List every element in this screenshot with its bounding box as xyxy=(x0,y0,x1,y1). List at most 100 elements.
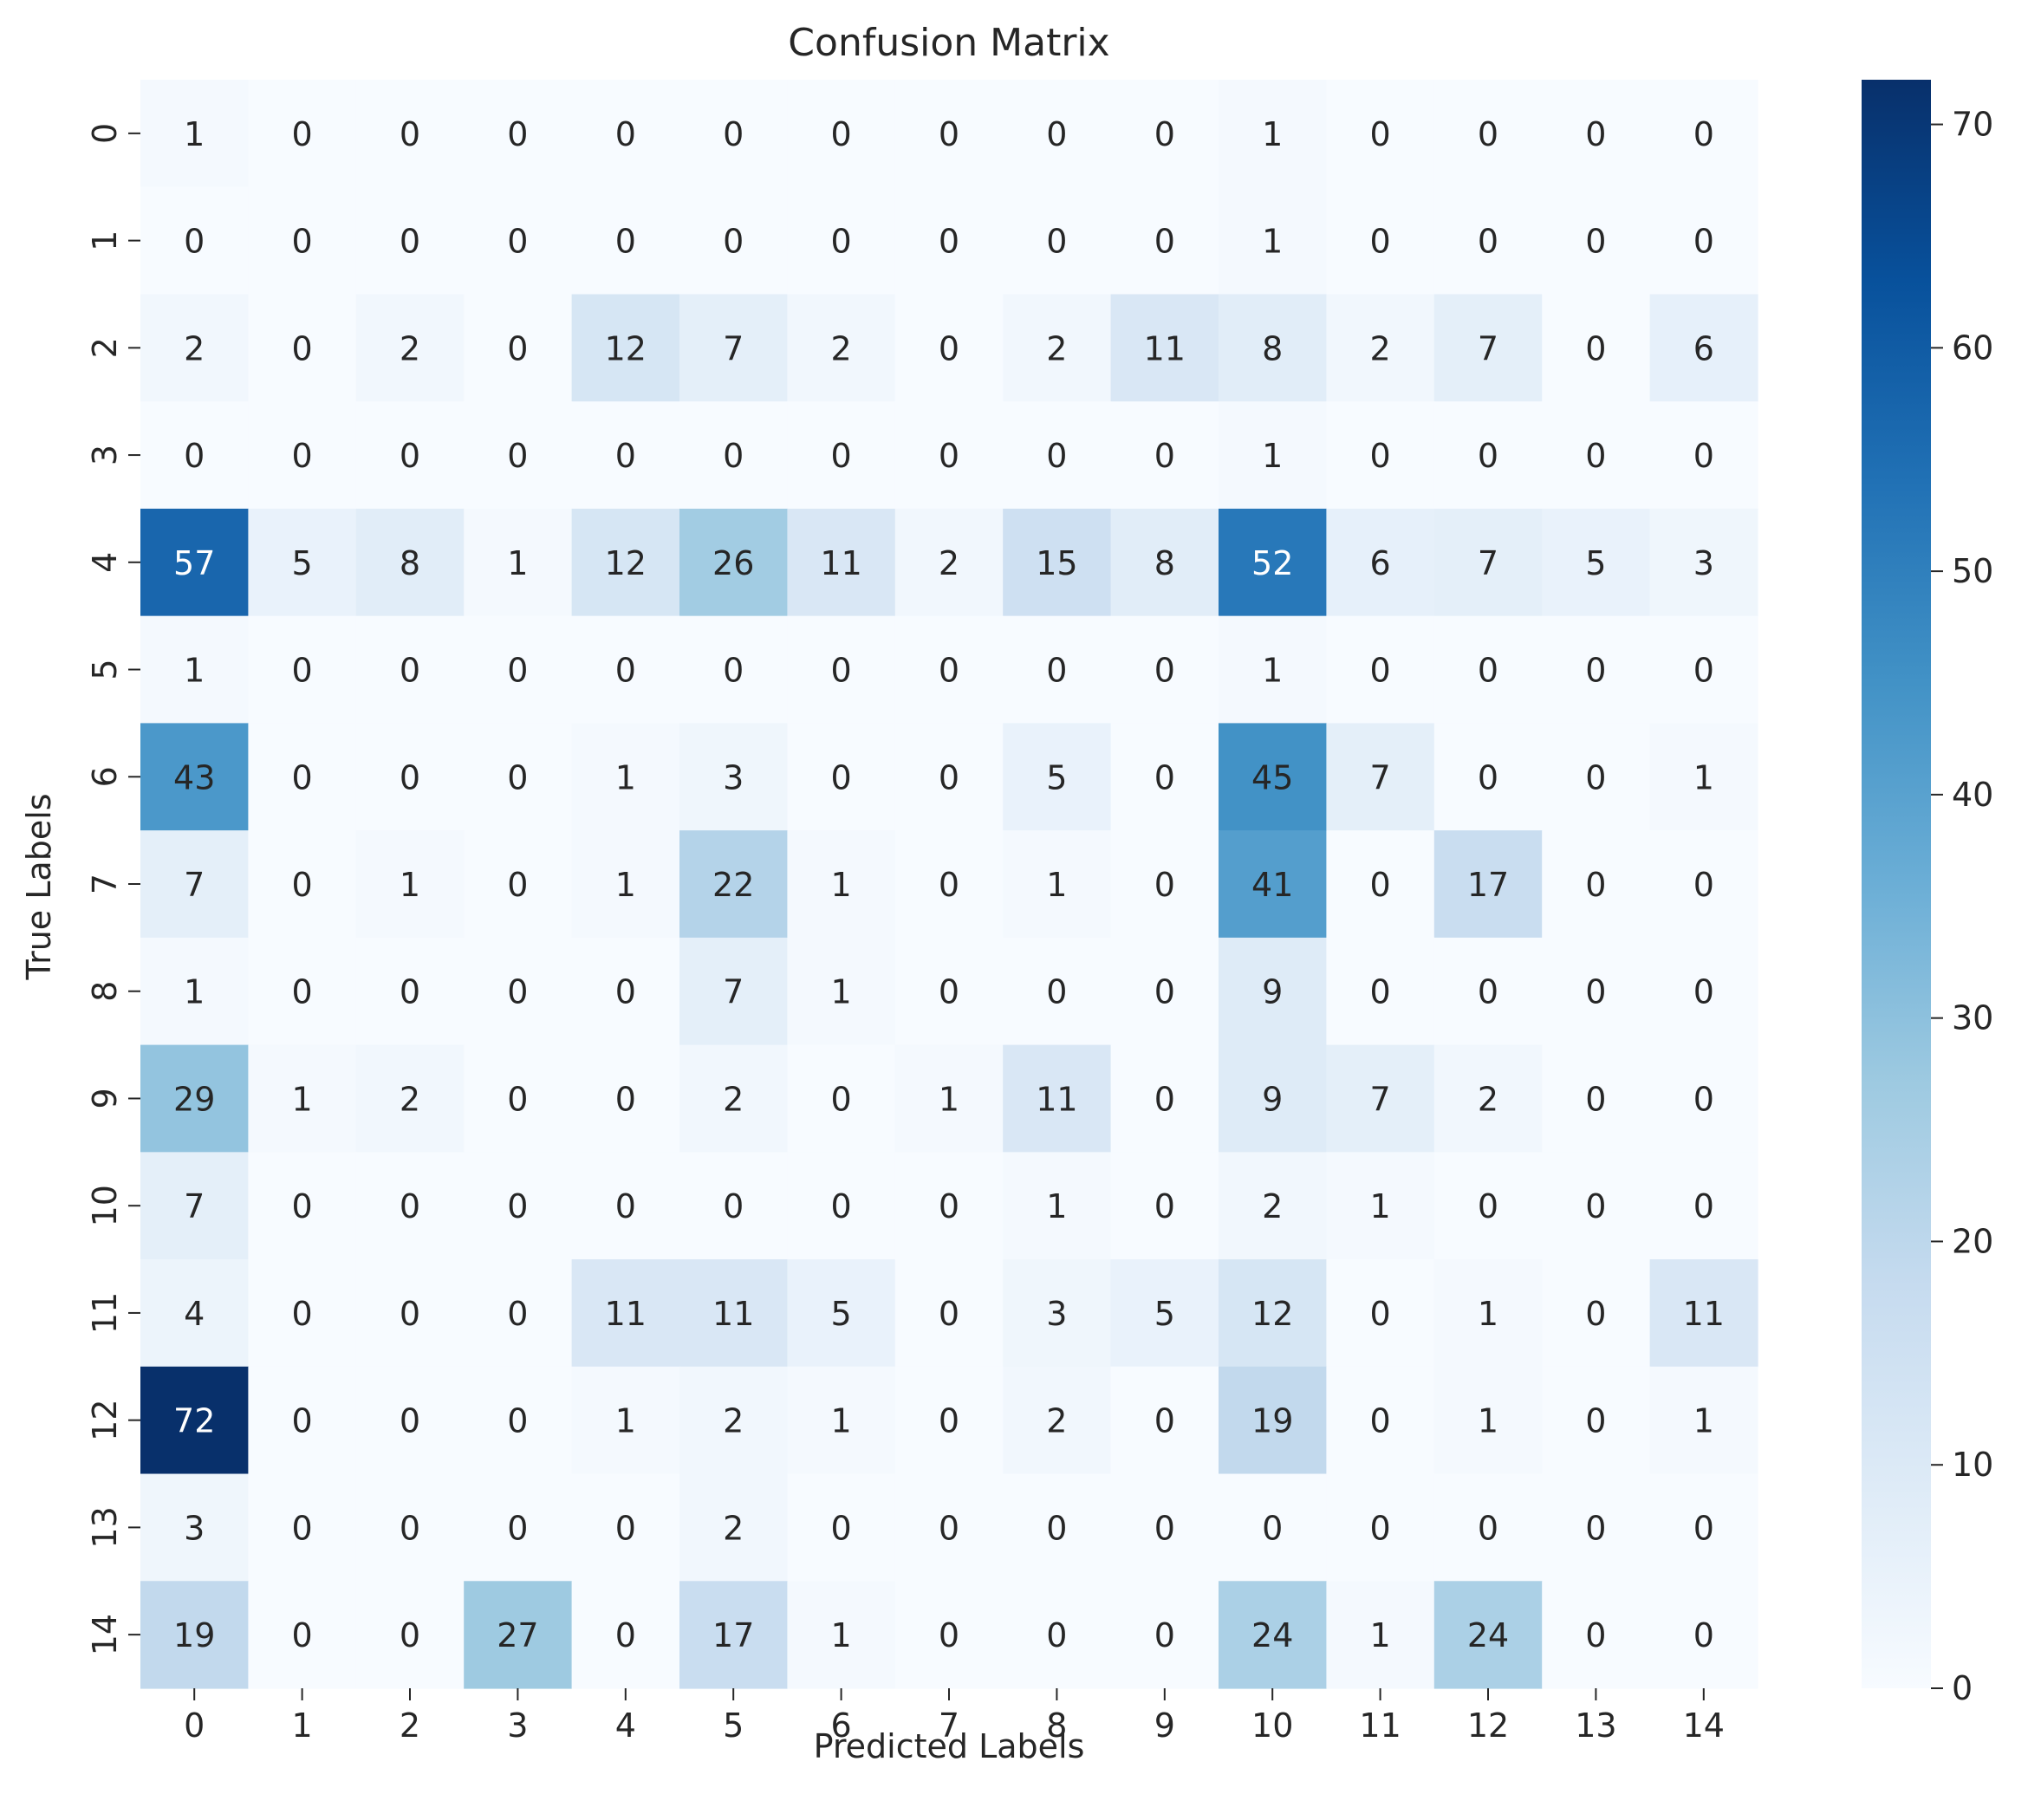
cell-value-label: 0 xyxy=(939,652,959,690)
cell-value-label: 1 xyxy=(1693,758,1714,796)
colorbar-tick-label: 20 xyxy=(1952,1222,1993,1260)
cell-value-label: 0 xyxy=(831,115,852,153)
cell-value-label: 0 xyxy=(1585,329,1606,367)
cell-value-label: 0 xyxy=(1585,973,1606,1011)
cell-value-label: 1 xyxy=(1262,437,1283,475)
heatmap-cell xyxy=(1649,294,1758,402)
heatmap-cell xyxy=(140,1581,249,1689)
cell-value-label: 2 xyxy=(184,329,205,367)
cell-value-label: 57 xyxy=(173,544,215,582)
cell-value-label: 0 xyxy=(1046,1509,1067,1547)
cell-value-label: 0 xyxy=(400,437,420,475)
cell-value-label: 45 xyxy=(1251,758,1293,796)
cell-value-label: 0 xyxy=(400,223,420,261)
heatmap-cell xyxy=(1219,1366,1327,1475)
heatmap-cell xyxy=(248,1366,357,1475)
heatmap-cell xyxy=(140,1044,249,1153)
cell-value-label: 0 xyxy=(831,1080,852,1118)
heatmap-cell xyxy=(571,186,680,296)
cell-value-label: 0 xyxy=(1585,223,1606,261)
heatmap-cell xyxy=(571,615,680,724)
x-tick-label: 10 xyxy=(1251,1706,1293,1745)
heatmap-cell xyxy=(894,508,1004,617)
heatmap-cell xyxy=(140,80,249,188)
heatmap-cell xyxy=(679,294,788,402)
cell-value-label: 0 xyxy=(615,1080,636,1118)
cell-value-label: 3 xyxy=(184,1509,205,1547)
heatmap-cell xyxy=(1110,1259,1219,1368)
cell-value-label: 0 xyxy=(939,758,959,796)
cell-value-label: 1 xyxy=(1046,866,1067,904)
cell-value-label: 0 xyxy=(292,329,313,367)
heatmap-cell xyxy=(894,1152,1004,1260)
heatmap-cell xyxy=(355,1581,465,1689)
cell-value-label: 0 xyxy=(1585,866,1606,904)
cell-value-label: 0 xyxy=(292,973,313,1011)
heatmap-cell xyxy=(355,615,465,724)
heatmap-cell xyxy=(1542,294,1651,402)
cell-value-label: 0 xyxy=(831,223,852,261)
cell-value-label: 52 xyxy=(1251,544,1293,582)
heatmap-cell xyxy=(787,508,896,617)
heatmap-cell xyxy=(787,401,896,510)
cell-value-label: 0 xyxy=(1370,973,1391,1011)
cell-value-label: 7 xyxy=(184,1187,205,1225)
heatmap-cell xyxy=(1542,1366,1651,1475)
heatmap-cell xyxy=(894,186,1004,296)
cell-value-label: 0 xyxy=(831,1509,852,1547)
heatmap-cell xyxy=(355,1473,465,1582)
heatmap-cell xyxy=(1326,937,1435,1046)
cell-value-label: 5 xyxy=(292,544,313,582)
colorbar-ticks: 0 10 20 30 40 50 60 70 xyxy=(1931,106,1993,1707)
heatmap-cell xyxy=(571,830,680,939)
heatmap-cell xyxy=(1110,401,1219,510)
heatmap-cell xyxy=(464,1473,573,1582)
cell-value-label: 0 xyxy=(507,758,528,796)
heatmap-cell xyxy=(248,1473,357,1582)
heatmap-cell xyxy=(1003,1152,1112,1260)
cell-value-label: 2 xyxy=(1478,1080,1498,1118)
cell-value-label: 0 xyxy=(507,652,528,690)
heatmap-cell xyxy=(1326,508,1435,617)
cell-value-label: 0 xyxy=(1154,1616,1175,1654)
y-tick-label: 9 xyxy=(86,1088,124,1108)
cell-value-label: 12 xyxy=(605,544,647,582)
cell-value-label: 0 xyxy=(1693,437,1714,475)
heatmap-cell xyxy=(1326,615,1435,724)
heatmap-cell xyxy=(1219,1581,1327,1689)
heatmap-cell xyxy=(464,508,573,617)
y-tick-label: 10 xyxy=(86,1185,124,1226)
y-tick-label: 7 xyxy=(86,874,124,894)
cell-value-label: 0 xyxy=(292,652,313,690)
cell-value-label: 8 xyxy=(1154,544,1175,582)
heatmap-cell xyxy=(571,508,680,617)
heatmap-cell xyxy=(1219,186,1327,296)
y-tick-label: 8 xyxy=(86,981,124,1002)
x-axis-label: Predicted Labels xyxy=(814,1727,1085,1765)
heatmap-cell xyxy=(1003,1259,1112,1368)
heatmap-cell xyxy=(248,615,357,724)
cell-value-label: 0 xyxy=(1154,758,1175,796)
heatmap-cell xyxy=(787,937,896,1046)
cell-value-label: 0 xyxy=(939,1509,959,1547)
heatmap-cell xyxy=(571,1581,680,1689)
cell-value-label: 0 xyxy=(1154,1080,1175,1118)
heatmap-cell xyxy=(140,1473,249,1582)
heatmap-cell xyxy=(464,1044,573,1153)
cell-value-label: 0 xyxy=(1370,115,1391,153)
cell-value-label: 2 xyxy=(400,329,420,367)
colorbar-tick-label: 50 xyxy=(1952,552,1993,590)
heatmap-cell xyxy=(140,723,249,831)
cell-value-label: 0 xyxy=(1693,223,1714,261)
cell-value-label: 0 xyxy=(939,329,959,367)
heatmap-cell xyxy=(1433,937,1543,1046)
cell-value-label: 1 xyxy=(1370,1187,1391,1225)
cell-value-label: 0 xyxy=(1370,866,1391,904)
cell-value-label: 0 xyxy=(1585,115,1606,153)
cell-value-label: 0 xyxy=(507,1080,528,1118)
heatmap-cell xyxy=(1433,1152,1543,1260)
heatmap-cell xyxy=(464,401,573,510)
cell-value-label: 0 xyxy=(400,1402,420,1440)
heatmap-cell xyxy=(1110,1152,1219,1260)
heatmap-cell xyxy=(1110,615,1219,724)
